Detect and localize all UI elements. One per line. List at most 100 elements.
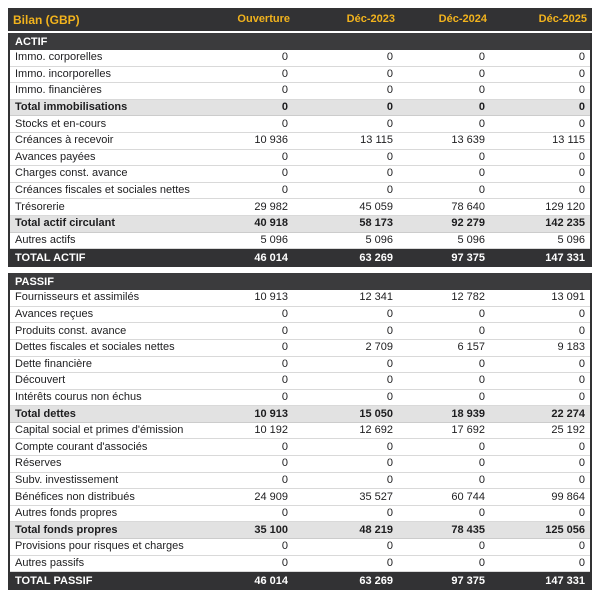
table-row: Total actif circulant 40 918 58 173 92 2… (10, 215, 590, 233)
row-value: 0 (281, 150, 288, 163)
row-value: 0 (478, 67, 485, 80)
table-row: Total fonds propres 35 100 48 219 78 435… (10, 522, 590, 540)
table-row: Avances reçues 0 0 0 0 (10, 306, 590, 324)
row-value: 0 (578, 117, 585, 130)
row-value: 17 692 (451, 424, 485, 437)
total-value: 63 269 (359, 251, 393, 264)
row-value: 0 (386, 101, 393, 114)
table-row: Fournisseurs et assimilés 10 913 12 341 … (10, 290, 590, 307)
row-label: Créances fiscales et sociales nettes (15, 185, 190, 197)
row-value: 24 909 (254, 490, 288, 503)
table-row: Créances fiscales et sociales nettes 0 0… (10, 182, 590, 200)
row-value: 0 (386, 150, 393, 163)
row-value: 0 (281, 184, 288, 197)
table-row: Autres passifs 0 0 0 0 (10, 555, 590, 573)
row-value: 0 (386, 84, 393, 97)
row-label: Intérêts courus non échus (15, 391, 142, 403)
table-row: Trésorerie 29 982 45 059 78 640 129 120 (10, 199, 590, 216)
row-value: 35 100 (254, 523, 288, 536)
row-value: 10 913 (254, 291, 288, 304)
table-title: Bilan (GBP) (13, 12, 80, 27)
row-label: Capital social et primes d'émission (15, 425, 184, 437)
row-value: 0 (478, 473, 485, 486)
row-value: 29 982 (254, 200, 288, 213)
row-value: 0 (386, 556, 393, 569)
row-value: 0 (478, 457, 485, 470)
row-value: 0 (478, 324, 485, 337)
row-value: 5 096 (260, 233, 288, 246)
row-value: 0 (281, 117, 288, 130)
row-value: 13 115 (552, 134, 585, 147)
section-title: PASSIF (15, 275, 54, 288)
row-value: 0 (281, 308, 288, 321)
row-label: Autres fonds propres (15, 508, 118, 520)
row-value: 0 (386, 184, 393, 197)
row-value: 0 (281, 357, 288, 370)
row-value: 10 192 (254, 424, 288, 437)
row-label: Trésorerie (15, 201, 65, 213)
row-label: Dette financière (15, 358, 93, 370)
row-value: 25 192 (551, 424, 585, 437)
row-label: Stocks et en-cours (15, 118, 107, 130)
row-value: 0 (478, 150, 485, 163)
row-label: Autres passifs (15, 557, 85, 569)
row-value: 2 709 (365, 341, 393, 354)
table-row: Total immobilisations 0 0 0 0 (10, 99, 590, 117)
table-row: Découvert 0 0 0 0 (10, 373, 590, 390)
row-value: 0 (478, 167, 485, 180)
table-row: Produits const. avance 0 0 0 0 (10, 323, 590, 340)
total-value: 46 014 (254, 574, 288, 587)
table-row: Subv. investissement 0 0 0 0 (10, 472, 590, 490)
row-label: Subv. investissement (15, 474, 119, 486)
row-value: 0 (281, 540, 288, 553)
row-value: 0 (281, 473, 288, 486)
section-header-actif: ACTIF (10, 33, 590, 50)
table-row: Dette financière 0 0 0 0 (10, 356, 590, 374)
row-value: 15 050 (359, 407, 393, 420)
row-value: 0 (578, 184, 585, 197)
table-row: Immo. incorporelles 0 0 0 0 (10, 66, 590, 84)
row-value: 13 639 (451, 134, 485, 147)
table-row: Avances payées 0 0 0 0 (10, 149, 590, 167)
row-value: 0 (478, 101, 485, 114)
column-header-dec-2024: Déc-2024 (438, 13, 487, 25)
row-value: 0 (478, 308, 485, 321)
row-value: 0 (386, 390, 393, 403)
total-value: 46 014 (254, 251, 288, 264)
row-value: 0 (281, 324, 288, 337)
row-value: 22 274 (551, 407, 585, 420)
row-label: Produits const. avance (15, 325, 127, 337)
table-row: Immo. financières 0 0 0 0 (10, 83, 590, 100)
row-value: 0 (578, 84, 585, 97)
row-value: 0 (386, 51, 393, 64)
row-value: 129 120 (545, 200, 585, 213)
row-value: 0 (478, 507, 485, 520)
row-value: 0 (578, 374, 585, 387)
table-row: Total dettes 10 913 15 050 18 939 22 274 (10, 406, 590, 423)
section-body-passif: Fournisseurs et assimilés 10 913 12 341 … (10, 290, 590, 573)
table-row: Provisions pour risques et charges 0 0 0… (10, 539, 590, 556)
row-value: 0 (281, 390, 288, 403)
row-value: 0 (386, 324, 393, 337)
row-value: 0 (478, 117, 485, 130)
table-row: Bénéfices non distribués 24 909 35 527 6… (10, 489, 590, 506)
row-value: 0 (578, 440, 585, 453)
row-value: 0 (478, 556, 485, 569)
row-value: 6 157 (457, 341, 485, 354)
row-value: 0 (478, 440, 485, 453)
row-value: 0 (478, 374, 485, 387)
row-value: 125 056 (545, 523, 585, 536)
section-actif: ACTIF Immo. corporelles 0 0 0 0 Immo. in… (8, 33, 592, 268)
table-row: Dettes fiscales et sociales nettes 0 2 7… (10, 339, 590, 357)
row-value: 10 936 (254, 134, 288, 147)
row-value: 13 091 (551, 291, 585, 304)
row-value: 0 (281, 457, 288, 470)
row-label: Compte courant d'associés (15, 441, 148, 453)
row-value: 48 219 (359, 523, 393, 536)
row-value: 13 115 (360, 134, 393, 147)
section-title: ACTIF (15, 35, 48, 48)
row-value: 78 435 (451, 523, 485, 536)
section-passif: PASSIF Fournisseurs et assimilés 10 913 … (8, 273, 592, 591)
row-value: 0 (281, 341, 288, 354)
